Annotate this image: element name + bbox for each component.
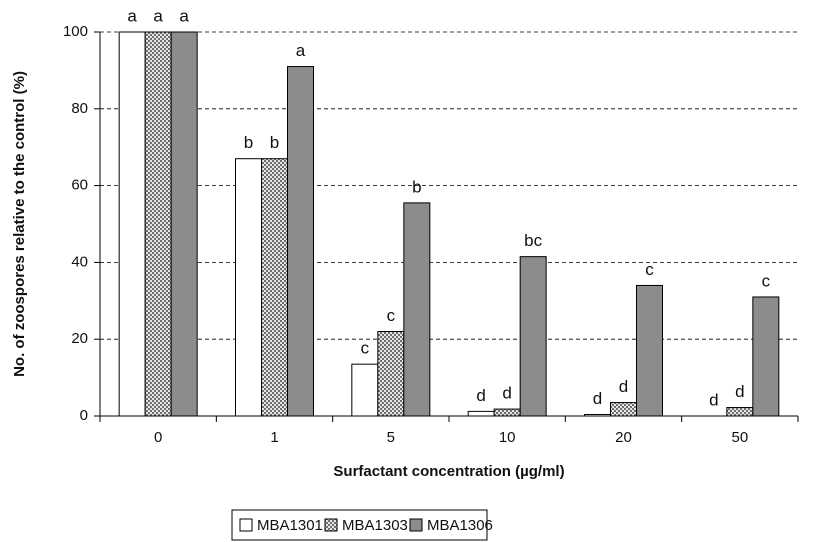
legend-box — [231, 509, 488, 541]
bar — [377, 331, 405, 417]
legend-label: MBA1306 — [427, 517, 493, 534]
bar — [752, 296, 780, 417]
significance-letter: c — [387, 306, 396, 325]
y-tick-label: 60 — [71, 177, 88, 194]
legend-swatch — [239, 518, 253, 532]
significance-letter: c — [645, 260, 654, 279]
bar — [118, 31, 146, 417]
x-tick-label: 20 — [615, 429, 632, 446]
significance-letter: a — [153, 6, 163, 25]
significance-letter: a — [179, 6, 189, 25]
bar — [351, 363, 379, 417]
bar — [170, 31, 198, 417]
significance-letter: a — [296, 41, 306, 60]
bar — [726, 407, 754, 417]
x-tick-label: 0 — [154, 429, 162, 446]
x-tick-label: 5 — [387, 429, 395, 446]
y-tick-label: 0 — [80, 407, 88, 424]
x-tick-label: 10 — [499, 429, 516, 446]
significance-letter: c — [762, 271, 771, 290]
significance-letter: d — [709, 390, 718, 409]
y-tick-label: 20 — [71, 330, 88, 347]
bar — [287, 66, 314, 417]
significance-letter: b — [244, 133, 253, 152]
bar — [610, 402, 637, 417]
bar — [493, 408, 521, 417]
legend-swatch — [409, 518, 423, 532]
significance-letter: d — [502, 384, 511, 403]
significance-letter: c — [361, 339, 370, 358]
significance-letter: d — [593, 389, 602, 408]
y-tick-label: 100 — [63, 23, 88, 40]
bar — [261, 158, 288, 417]
significance-letter: bc — [524, 231, 542, 250]
significance-letter: b — [270, 133, 279, 152]
significance-letter: d — [619, 377, 628, 396]
y-tick-label: 80 — [71, 100, 88, 117]
bar — [636, 284, 663, 417]
significance-letter: b — [412, 177, 421, 196]
legend-swatch — [324, 518, 338, 532]
x-axis-title: Surfactant concentration (µg/ml) — [333, 463, 564, 480]
bar — [519, 256, 547, 417]
bar — [235, 158, 262, 417]
y-tick-label: 40 — [71, 253, 88, 270]
significance-letter: a — [127, 6, 137, 25]
legend-label: MBA1303 — [342, 517, 408, 534]
bar — [144, 31, 172, 417]
legend-label: MBA1301 — [257, 517, 323, 534]
bar — [403, 202, 431, 417]
x-tick-label: 1 — [270, 429, 278, 446]
bar — [467, 410, 495, 417]
x-tick-label: 50 — [731, 429, 748, 446]
bar — [584, 413, 611, 417]
y-axis-title: No. of zoospores relative to the control… — [11, 71, 28, 377]
significance-letter: d — [735, 382, 744, 401]
significance-letter: d — [476, 386, 485, 405]
